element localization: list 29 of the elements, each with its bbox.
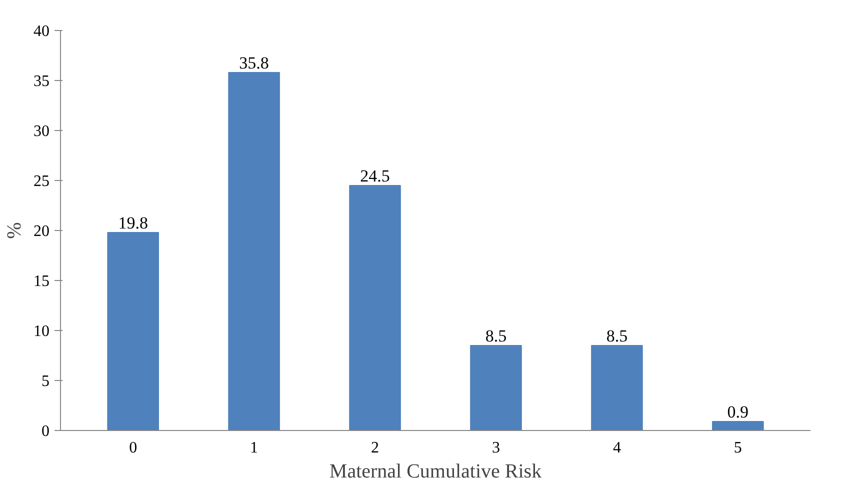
- bar: [228, 72, 280, 430]
- data-label: 19.8: [118, 214, 148, 232]
- x-tick-label: 0: [129, 440, 138, 456]
- x-axis-title: Maternal Cumulative Risk: [329, 460, 542, 482]
- y-tick-label: 0: [42, 423, 50, 440]
- bar: [107, 232, 159, 430]
- y-tick-label: 5: [42, 373, 50, 390]
- data-label: 35.8: [239, 54, 269, 72]
- y-tick-label: 25: [34, 173, 50, 190]
- x-tick-label: 1: [250, 440, 258, 456]
- bar: [712, 421, 764, 430]
- data-label: 8.5: [485, 326, 507, 346]
- x-tick-label: 5: [734, 440, 742, 456]
- y-tick-label: 30: [34, 123, 50, 140]
- bar: [349, 185, 401, 430]
- x-tick-label: 2: [371, 440, 380, 456]
- y-tick-label: 35: [34, 73, 50, 90]
- y-tick-label: 40: [34, 23, 50, 40]
- y-axis-title: %: [4, 222, 26, 239]
- y-tick-label: 15: [34, 273, 50, 290]
- x-tick-label: 3: [492, 440, 500, 456]
- data-label: 8.5: [606, 326, 628, 346]
- y-tick-label: 10: [34, 323, 50, 340]
- y-tick-label: 20: [34, 223, 50, 240]
- bar: [470, 345, 522, 430]
- x-tick-label: 4: [612, 440, 621, 456]
- data-label: 24.5: [360, 166, 390, 186]
- bar: [591, 345, 643, 430]
- data-label: 0.9: [727, 402, 749, 422]
